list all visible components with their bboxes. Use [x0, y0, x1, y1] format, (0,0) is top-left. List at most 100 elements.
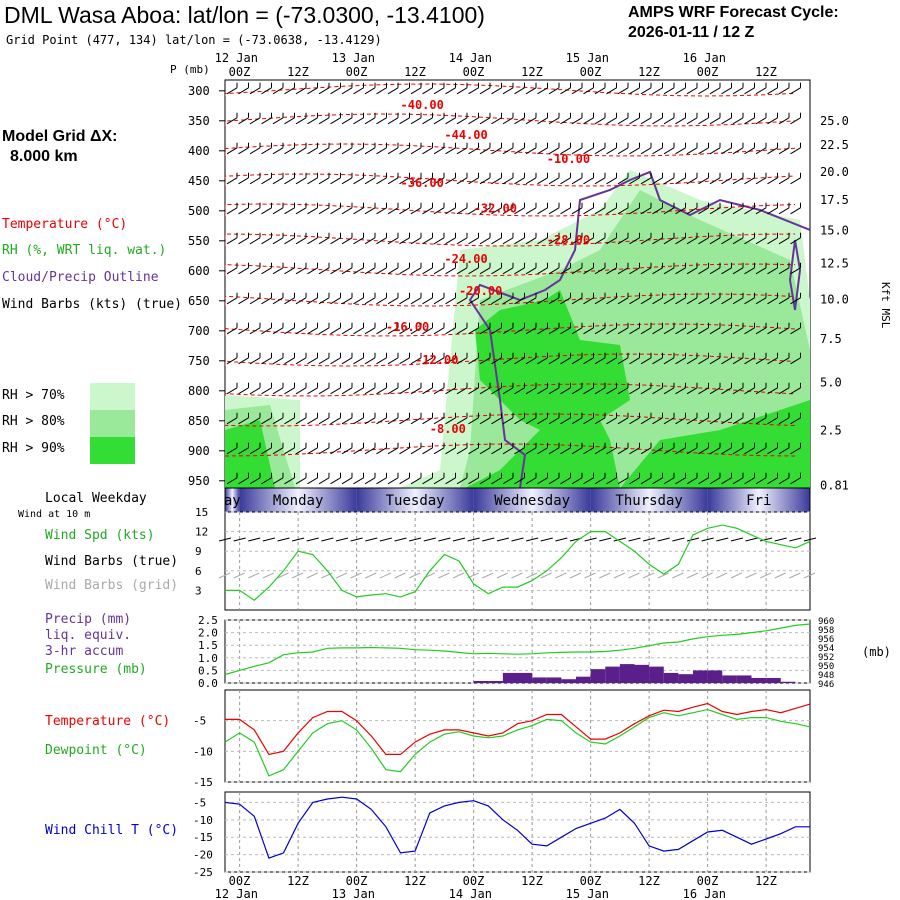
wind-barb-grid — [306, 572, 318, 579]
wind-barb — [376, 447, 387, 455]
legend-precip-accum: 3-hr accum — [45, 644, 124, 659]
weekday-label: Tuesday — [386, 493, 445, 509]
bottom-hour-tick-label: 12Z — [521, 874, 543, 888]
wind-barb-true — [686, 537, 700, 542]
precip-tick-label: 0.0 — [198, 677, 218, 690]
wind-barb-grid — [321, 572, 333, 579]
wind-barb — [790, 387, 801, 395]
wind-barb — [525, 87, 537, 95]
wind-barb — [445, 387, 456, 395]
wind-barb — [721, 267, 732, 275]
wind-barb — [525, 207, 537, 215]
wind-barb — [767, 87, 778, 95]
wind-barb — [422, 147, 433, 155]
wind-barb — [491, 177, 502, 185]
wind-barb — [330, 447, 341, 455]
wind-barb — [778, 417, 790, 425]
wind-barb — [675, 87, 686, 95]
wind-barb-grid — [803, 572, 816, 579]
wind-barb — [732, 297, 744, 305]
wind-barb-grid — [745, 572, 757, 579]
precip-bar — [663, 672, 679, 683]
wind-barb — [790, 267, 801, 275]
wind-barb — [560, 297, 571, 305]
wind-barb — [652, 417, 663, 425]
legend-wind-10m: Wind at 10 m — [18, 509, 91, 520]
wind-barb — [376, 117, 387, 125]
wind-barb-true — [789, 537, 802, 542]
wind-barb — [468, 417, 479, 425]
height-tick-label: 20.0 — [820, 165, 849, 179]
wind-barb — [330, 297, 341, 305]
wind-barb — [755, 177, 767, 185]
wind-barb — [226, 447, 238, 455]
wind-barb — [433, 207, 445, 215]
legend-temperature-2: Temperature (°C) — [45, 714, 171, 729]
wind-barb — [364, 147, 376, 155]
wind-barb-grid — [642, 572, 655, 579]
wind-speed-tick-label: 3 — [195, 584, 202, 597]
wind-barb — [399, 387, 410, 395]
wind-barb — [767, 267, 778, 275]
wind-barb — [571, 237, 583, 245]
precip-tick-label: 1.5 — [198, 639, 218, 652]
height-tick-label: 12.5 — [820, 257, 849, 271]
wind-barb — [445, 237, 456, 245]
wind-barb — [629, 267, 640, 275]
wind-barb — [675, 387, 686, 395]
wind-barb — [790, 447, 801, 455]
wind-barb — [606, 297, 617, 305]
wind-barb — [491, 327, 502, 335]
wind-barb — [318, 357, 330, 365]
wind-barb — [537, 297, 548, 305]
wind-barb — [583, 357, 594, 365]
wind-barb-true — [365, 537, 378, 542]
wind-barb — [652, 447, 663, 455]
rh80-swatch — [90, 410, 135, 437]
wind-barb — [732, 147, 744, 155]
bottom-date-tick-label: 12 Jan — [215, 887, 258, 900]
wind-barb — [744, 207, 755, 215]
wind-barb — [617, 357, 629, 365]
wind-barb — [261, 447, 272, 455]
top-date-tick-label: 14 Jan — [449, 51, 492, 65]
wind-barb — [272, 87, 284, 95]
wind-barb — [456, 147, 468, 155]
wind-barb-true — [233, 537, 246, 542]
wind-barb — [732, 327, 744, 335]
wind-barb — [594, 237, 606, 245]
wind-barb — [640, 447, 652, 455]
wind-barb — [399, 297, 410, 305]
temperature-line — [225, 702, 811, 756]
wind-barb — [249, 177, 261, 185]
wind-barb — [284, 177, 295, 185]
wind-barb — [272, 237, 284, 245]
wind-barb — [663, 177, 675, 185]
wind-barb — [410, 267, 422, 275]
wind-barb — [376, 177, 387, 185]
wind-chill-tick-label: -10 — [193, 814, 213, 827]
wind-barb — [537, 447, 548, 455]
wind-barb-true — [438, 537, 451, 542]
wind-barb — [502, 237, 514, 245]
wind-barb — [353, 87, 364, 95]
wind-barb — [376, 87, 387, 95]
wind-barb — [318, 417, 330, 425]
wind-barb — [284, 417, 295, 425]
wind-barb — [479, 297, 491, 305]
isotherm-label: -44.00 — [444, 128, 487, 142]
wind-barb — [456, 387, 468, 395]
pressure-tick-label: 850 — [188, 414, 210, 428]
top-date-tick-label: 12 Jan — [215, 51, 258, 65]
wind-barb — [709, 87, 721, 95]
wind-barb-true — [730, 537, 743, 542]
bottom-hour-tick-label: 12Z — [755, 874, 777, 888]
wind-barb — [744, 87, 755, 95]
weekday-band — [225, 488, 240, 512]
wind-barb — [732, 87, 744, 95]
isotherm-line — [225, 293, 796, 307]
wind-barb — [652, 207, 663, 215]
wind-barb — [790, 417, 801, 425]
wind-barb — [341, 447, 353, 455]
wind-barb — [548, 87, 560, 95]
